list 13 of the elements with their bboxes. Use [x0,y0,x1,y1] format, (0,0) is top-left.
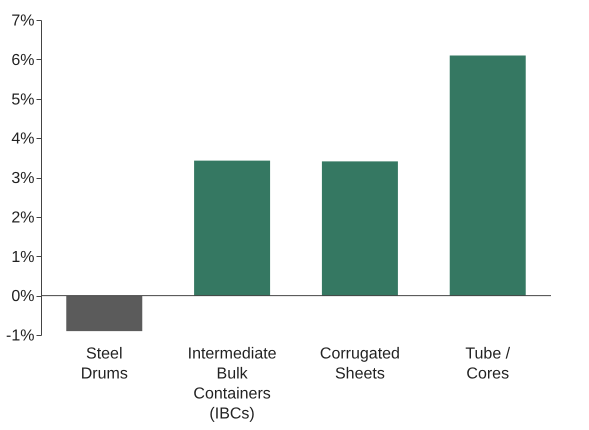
y-tick-label: 5% [11,91,34,108]
y-tick-label: 1% [11,248,34,266]
x-tick-label: Intermediate Bulk Containers (IBCs) [188,346,277,422]
x-tick-label: Tube / Cores [465,346,511,382]
y-tick-label: 7% [11,12,34,30]
y-tick-label: 6% [11,52,34,69]
y-tick-label: 2% [11,209,34,226]
x-tick-label: Corrugated Sheets [320,346,400,382]
x-tick-label: Steel Drums [80,346,128,382]
y-tick-label: -1% [6,328,34,344]
y-tick-label: 4% [11,130,34,148]
y-tick-label: 3% [11,170,34,187]
y-tick-label: 0% [11,288,34,306]
